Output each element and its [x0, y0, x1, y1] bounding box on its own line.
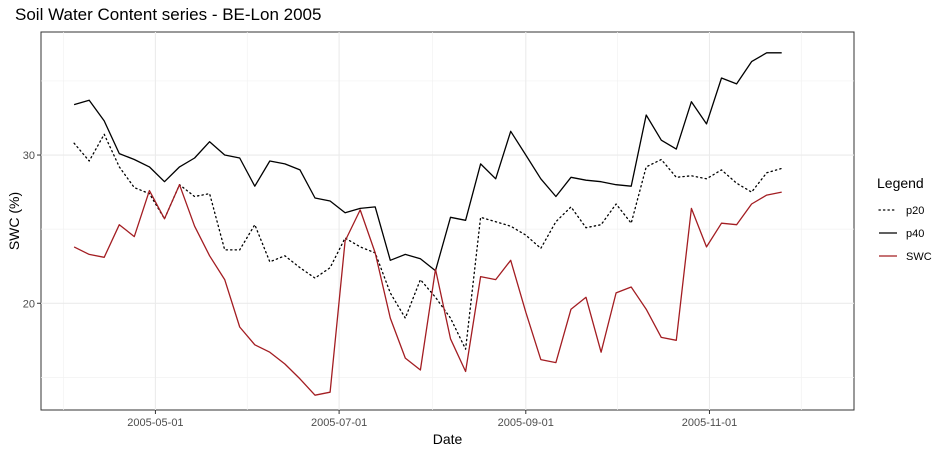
series-line-p40: [73, 52, 782, 272]
series-line-swc: [73, 184, 782, 396]
x-axis: 2005-05-01 2005-07-01 2005-09-01 2005-11-01: [127, 410, 737, 429]
x-tick-label: 2005-09-01: [498, 417, 554, 429]
x-axis-title: Date: [433, 431, 463, 447]
legend-label-swc: SWC: [906, 251, 932, 263]
plot-panel: [40, 31, 855, 411]
y-tick-label: 30: [23, 150, 35, 162]
y-axis-title: SWC (%): [6, 192, 22, 250]
legend-label-p40: p40: [906, 228, 924, 240]
x-tick-label: 2005-07-01: [311, 417, 367, 429]
grid-lines: [41, 32, 854, 410]
legend: Legend p20 p40 SWC: [877, 175, 932, 263]
x-tick-label: 2005-05-01: [127, 417, 183, 429]
y-tick-label: 20: [23, 298, 35, 310]
legend-label-p20: p20: [906, 205, 924, 217]
legend-title: Legend: [877, 175, 924, 191]
series-line-p20: [73, 133, 783, 350]
chart-title: Soil Water Content series - BE-Lon 2005: [15, 5, 321, 24]
series-lines: [73, 52, 783, 396]
x-tick-label: 2005-11-01: [682, 417, 737, 429]
